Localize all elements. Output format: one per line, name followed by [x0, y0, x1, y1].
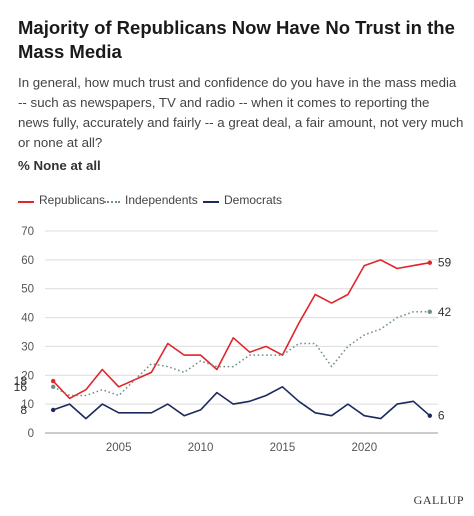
y-tick-label: 50	[21, 284, 34, 296]
series-line-independents	[52, 311, 430, 397]
start-label-democrats: 8	[20, 403, 27, 417]
start-point-democrats	[50, 407, 56, 413]
x-tick-label: 2005	[106, 442, 132, 454]
legend-label-democrats: Democrats	[224, 193, 283, 207]
end-label-democrats: 6	[438, 409, 445, 423]
survey-question: In general, how much trust and confidenc…	[18, 75, 464, 150]
end-point-republicans	[427, 260, 433, 265]
series-line-republicans	[52, 259, 430, 400]
chart-title: Majority of Republicans Now Have No Trus…	[18, 17, 455, 62]
y-tick-label: 40	[21, 313, 34, 325]
legend-label-republicans: Republicans	[39, 193, 106, 207]
measure-label: % None at all	[18, 158, 101, 173]
y-tick-label: 0	[28, 428, 34, 440]
y-tick-label: 70	[21, 226, 34, 238]
x-tick-label: 2015	[270, 442, 296, 454]
end-point-independents	[427, 309, 433, 314]
series-line-democrats	[52, 386, 431, 420]
legend-swatch-independents	[104, 201, 120, 203]
end-label-republicans: 59	[438, 256, 452, 270]
y-tick-label: 30	[21, 341, 34, 353]
x-tick-label: 2020	[352, 442, 378, 454]
start-label-republicans: 18	[14, 374, 28, 388]
end-point-democrats	[427, 413, 433, 418]
legend-swatch-republicans	[18, 201, 34, 203]
start-label-independents: 16	[14, 380, 28, 394]
y-tick-label: 10	[21, 399, 34, 411]
x-tick-label: 2010	[188, 442, 214, 454]
end-label-independents: 42	[438, 305, 452, 319]
y-tick-label: 20	[21, 370, 34, 382]
line-chart: 0 10 20 30 40 50 60 70 2005 2010 2015 2020 59 18 42 16 6…	[14, 226, 452, 454]
start-point-independents	[50, 384, 56, 390]
gallup-logo: GALLUP	[413, 493, 464, 507]
legend-label-independents: Independents	[125, 193, 198, 207]
y-tick-label: 60	[21, 255, 34, 267]
start-point-republicans	[50, 378, 56, 384]
legend-swatch-democrats	[203, 201, 219, 203]
